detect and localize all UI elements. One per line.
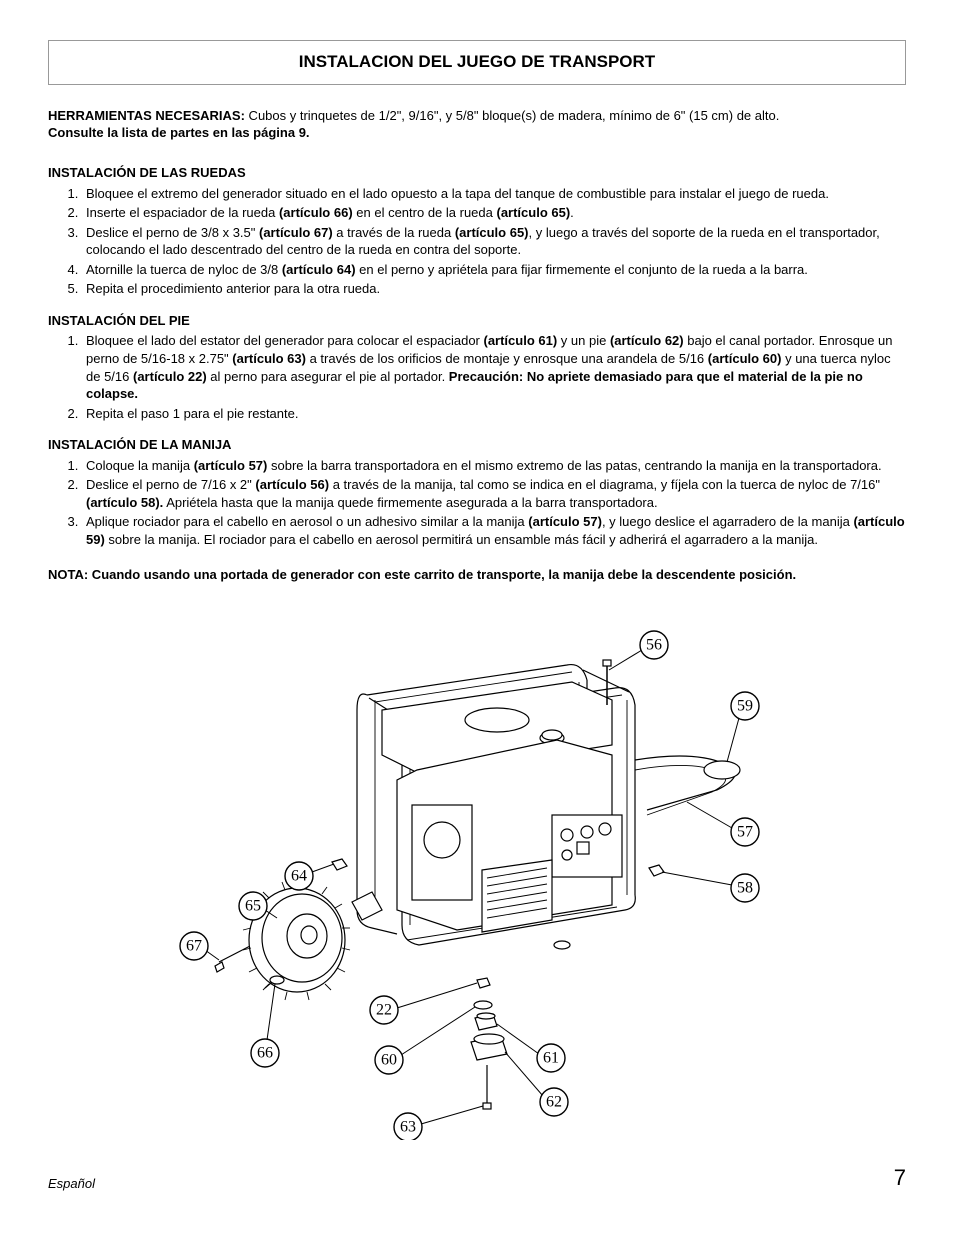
page-title: INSTALACION DEL JUEGO DE TRANSPORT [48,40,906,85]
list-item: Repita el procedimiento anterior para la… [82,280,906,298]
article-ref: (artículo 65) [496,205,570,220]
text: Aplique rociador para el cabello en aero… [86,514,528,529]
callout-65: 65 [245,898,261,915]
article-ref: (artículo 65) [455,225,529,240]
article-ref: (artículo 64) [282,262,356,277]
text: sobre la manija. El rociador para el cab… [105,532,818,547]
list-item: Inserte el espaciador de la rueda (artíc… [82,204,906,222]
text: y un pie [557,333,610,348]
list-item: Atornille la tuerca de nyloc de 3/8 (art… [82,261,906,279]
list-item: Deslice el perno de 7/16 x 2" (artículo … [82,476,906,511]
text: Bloquee el lado del estator del generado… [86,333,483,348]
article-ref: (artículo 57) [194,458,268,473]
text: Apriétela hasta que la manija quede firm… [163,495,657,510]
list-item: Aplique rociador para el cabello en aero… [82,513,906,548]
text: a través de la rueda [333,225,455,240]
article-ref: (artículo 66) [279,205,353,220]
text: a través de la manija, tal como se indic… [329,477,880,492]
article-ref: (artículo 60) [708,351,782,366]
text: . [570,205,574,220]
note-text: NOTA: Cuando usando una portada de gener… [48,566,906,584]
tools-label: HERRAMIENTAS NECESARIAS: [48,108,245,123]
callout-56: 56 [646,637,662,654]
list-item: Bloquee el extremo del generador situado… [82,185,906,203]
callout-64: 64 [291,868,307,885]
article-ref: (artículo 62) [610,333,684,348]
list-item: Coloque la manija (artículo 57) sobre la… [82,457,906,475]
list-foot: Bloquee el lado del estator del generado… [48,332,906,422]
article-ref: (artículo 58). [86,495,163,510]
callout-61: 61 [543,1050,559,1067]
list-item: Deslice el perno de 3/8 x 3.5" (artículo… [82,224,906,259]
text: sobre la barra transportadora en el mism… [267,458,881,473]
text: Deslice el perno de 7/16 x 2" [86,477,255,492]
callout-60: 60 [381,1052,397,1069]
text: a través de los orificios de montaje y e… [306,351,708,366]
text: en el centro de la rueda [353,205,497,220]
callout-59: 59 [737,698,753,715]
article-ref: (artículo 57) [528,514,602,529]
heading-foot: INSTALACIÓN DEL PIE [48,312,906,330]
transport-kit-diagram: 56 59 57 58 64 65 67 66 22 60 [48,610,906,1145]
text: en el perno y apriétela para fijar firme… [356,262,808,277]
text: Deslice el perno de 3/8 x 3.5" [86,225,259,240]
callout-67: 67 [186,938,202,955]
text: Atornille la tuerca de nyloc de 3/8 [86,262,282,277]
text: al perno para asegurar el pie al portado… [207,369,449,384]
list-item: Bloquee el lado del estator del generado… [82,332,906,402]
article-ref: (artículo 22) [133,369,207,384]
page-footer: Español 7 [48,1163,906,1193]
article-ref: (artículo 56) [255,477,329,492]
article-ref: (artículo 61) [483,333,557,348]
text: , y luego deslice el agarradero de la ma… [602,514,853,529]
consult-text: Consulte la lista de partes en las págin… [48,125,310,140]
footer-page-number: 7 [894,1163,906,1193]
callout-58: 58 [737,880,753,897]
generator-diagram-svg: 56 59 57 58 64 65 67 66 22 60 [157,610,797,1140]
heading-wheels: INSTALACIÓN DE LAS RUEDAS [48,164,906,182]
list-handle: Coloque la manija (artículo 57) sobre la… [48,457,906,549]
list-wheels: Bloquee el extremo del generador situado… [48,185,906,298]
callout-63: 63 [400,1119,416,1136]
callout-62: 62 [546,1094,562,1111]
heading-handle: INSTALACIÓN DE LA MANIJA [48,436,906,454]
footer-language: Español [48,1175,95,1193]
text: Coloque la manija [86,458,194,473]
list-item: Repita el paso 1 para el pie restante. [82,405,906,423]
callout-57: 57 [737,824,753,841]
callout-66: 66 [257,1045,273,1062]
callout-22: 22 [376,1002,392,1019]
article-ref: (artículo 67) [259,225,333,240]
tools-text: Cubos y trinquetes de 1/2", 9/16", y 5/8… [245,108,779,123]
article-ref: (artículo 63) [232,351,306,366]
intro-paragraph: HERRAMIENTAS NECESARIAS: Cubos y trinque… [48,107,906,142]
text: Inserte el espaciador de la rueda [86,205,279,220]
